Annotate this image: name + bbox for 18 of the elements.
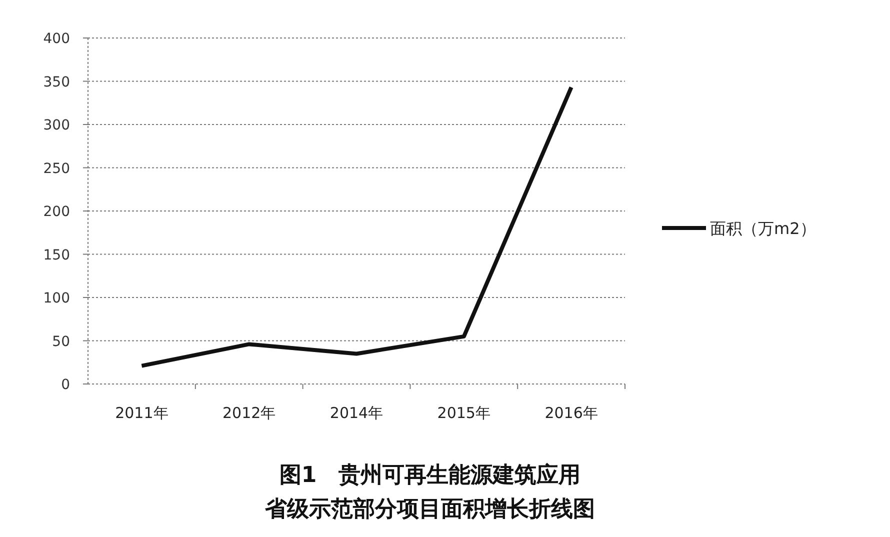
x-tick-label: 2014年 <box>330 404 384 422</box>
y-tick-label: 150 <box>43 247 70 264</box>
y-tick-label: 300 <box>43 118 70 134</box>
x-tick-label: 2015年 <box>437 404 490 422</box>
y-tick-label: 200 <box>43 204 70 220</box>
text: 省级示范部分项目面积增长折线图 <box>264 496 595 522</box>
x-tick-label: 2012年 <box>222 404 276 422</box>
x-tick-label: 2016年 <box>544 404 598 422</box>
line-series <box>140 85 574 368</box>
y-tick-label: 250 <box>43 160 70 177</box>
text: 图1 贵州可再生能源建筑应用 <box>279 462 581 488</box>
y-tick-label: 50 <box>52 334 70 350</box>
legend-label: 面积（万m2） <box>710 219 816 238</box>
y-tick-label: 400 <box>43 31 70 47</box>
y-tick-label: 0 <box>61 377 70 393</box>
y-tick-label: 350 <box>43 74 70 90</box>
y-tick-label: 100 <box>43 290 70 306</box>
x-tick-label: 2011年 <box>115 404 168 422</box>
